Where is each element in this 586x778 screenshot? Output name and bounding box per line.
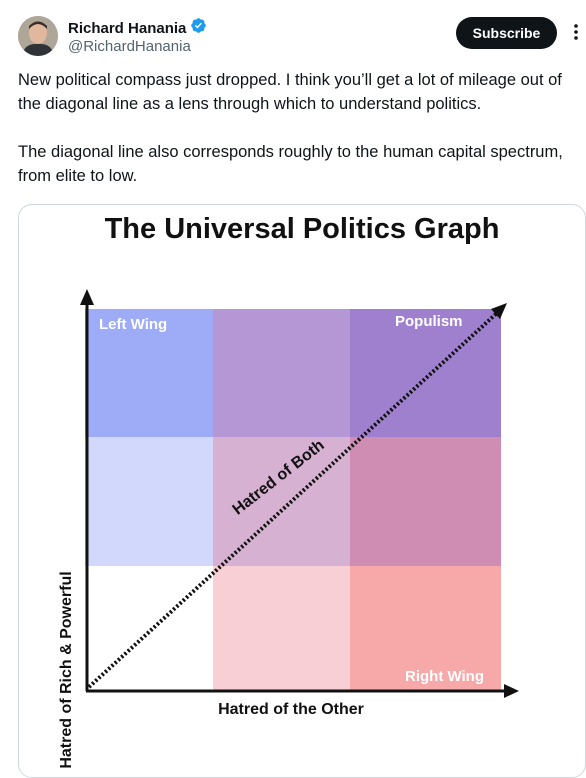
author-handle[interactable]: @RichardHanania bbox=[68, 38, 191, 55]
axes-and-diagonal bbox=[80, 289, 519, 698]
grid-cell-top-left bbox=[85, 309, 213, 437]
left-wing-label: Left Wing bbox=[99, 316, 168, 333]
author-name-row[interactable]: Richard Hanania bbox=[68, 17, 207, 39]
avatar[interactable] bbox=[18, 16, 58, 56]
grid-cell-center bbox=[213, 437, 350, 566]
x-axis-label: Hatred of the Other bbox=[218, 701, 364, 718]
grid-cell-top-middle bbox=[213, 309, 350, 437]
right-wing-label: Right Wing bbox=[405, 668, 485, 685]
grid-cell-middle-right bbox=[350, 437, 501, 566]
grid-cell-bottom-right bbox=[350, 566, 501, 691]
subscribe-button[interactable]: Subscribe bbox=[456, 17, 557, 49]
author-name[interactable]: Richard Hanania bbox=[68, 19, 187, 37]
tweet-paragraph: New political compass just dropped. I th… bbox=[18, 71, 562, 113]
graph-title: The Universal Politics Graph bbox=[104, 213, 500, 245]
diagonal-dotted-line bbox=[87, 311, 499, 689]
more-options-icon[interactable] bbox=[566, 22, 586, 42]
grid-cell-top-right bbox=[350, 309, 501, 437]
tweet-text: New political compass just dropped. I th… bbox=[18, 68, 578, 188]
x-axis-arrowhead bbox=[504, 684, 519, 698]
populism-label: Populism bbox=[395, 313, 463, 330]
y-axis-arrowhead bbox=[80, 289, 94, 305]
tweet-paragraph: The diagonal line also corresponds rough… bbox=[18, 143, 563, 185]
y-axis-label: Hatred of Rich & Powerful bbox=[58, 571, 75, 769]
verified-badge-icon bbox=[190, 17, 207, 39]
grid-cell-bottom-middle bbox=[213, 566, 350, 691]
tweet-media-image[interactable]: The Universal Politics Graph Left Wing P… bbox=[18, 204, 586, 778]
grid-cell-middle-left bbox=[85, 437, 213, 566]
diagonal-arrowhead bbox=[491, 303, 507, 319]
